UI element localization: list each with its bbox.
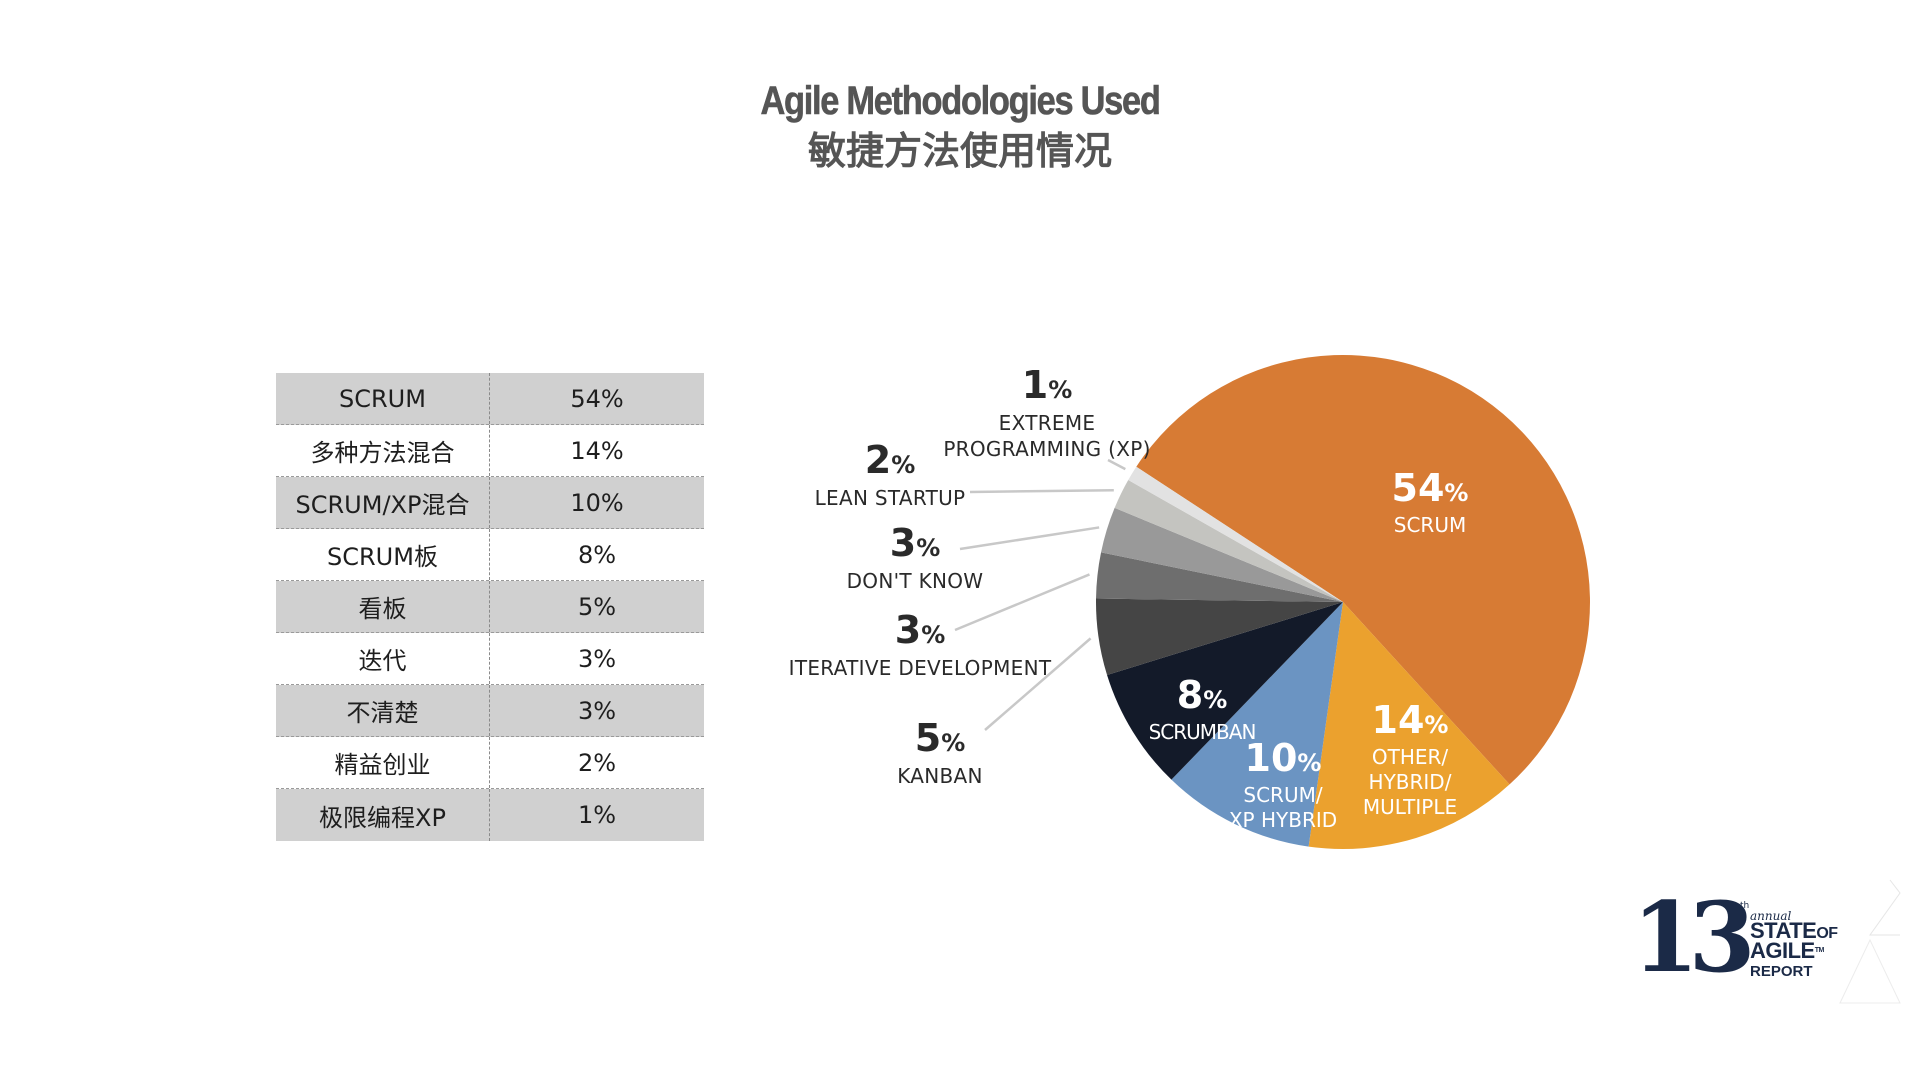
- leader-line: [984, 637, 1092, 731]
- xp-pct: 1: [1021, 363, 1049, 407]
- scrum-pct: 54: [1391, 466, 1445, 510]
- table-row: 多种方法混合 14%: [276, 425, 704, 477]
- method-name-cell: 迭代: [276, 633, 490, 684]
- method-percent-cell: 1%: [577, 801, 617, 829]
- table-row: 不清楚 3%: [276, 685, 704, 737]
- callout-dont-know: 3% DON'T KNOW: [846, 521, 984, 593]
- chart-title-block: Agile Methodologies Used 敏捷方法使用情况: [0, 78, 1920, 176]
- method-percent-cell: 5%: [577, 592, 617, 621]
- method-name-cell: 看板: [276, 581, 490, 632]
- method-percent-cell: 54%: [570, 384, 624, 413]
- scrumban-label: SCRUMBAN: [1148, 720, 1257, 744]
- scrumxp-pct: 10: [1244, 736, 1298, 780]
- pie-slice: [1101, 507, 1343, 602]
- callout-xp: 1% EXTREME PROGRAMMING (XP): [943, 363, 1151, 461]
- other-label-2: HYBRID/: [1368, 770, 1452, 794]
- leader-line: [959, 526, 1100, 551]
- slice-label-scrum-xp: 10% SCRUM/ XP HYBRID: [1228, 736, 1338, 832]
- table-row: SCRUM板 8%: [276, 529, 704, 581]
- xp-label-1: EXTREME: [998, 411, 1096, 435]
- scrum-label: SCRUM: [1393, 513, 1467, 537]
- dontknow-pct: 3: [889, 521, 917, 565]
- xp-label-2: PROGRAMMING (XP): [943, 437, 1151, 461]
- pie-slice: [1096, 552, 1343, 602]
- scrumxp-label-1: SCRUM/: [1243, 783, 1323, 807]
- method-percent-cell: 3%: [577, 696, 617, 725]
- logo-suffix: th: [1740, 901, 1750, 911]
- dontknow-label: DON'T KNOW: [846, 569, 984, 593]
- pie-slice: [1171, 602, 1343, 847]
- iterative-label: ITERATIVE DEVELOPMENT: [788, 656, 1052, 680]
- iterative-pct: 3: [894, 608, 922, 652]
- slice-label-other: 14% OTHER/ HYBRID/ MULTIPLE: [1362, 698, 1458, 819]
- logo-agile: AGILETM: [1750, 938, 1824, 963]
- kanban-label: KANBAN: [897, 764, 983, 788]
- slice-label-scrumban: 8% SCRUMBAN: [1148, 673, 1257, 744]
- method-name-cell: SCRUM/XP混合: [276, 477, 490, 528]
- method-percent-cell: 3%: [577, 644, 617, 673]
- pie-slice: [1107, 602, 1343, 780]
- method-name-cell: 精益创业: [276, 737, 490, 788]
- logo-triangle-decoration: [1839, 879, 1901, 1004]
- chart-title-zh: 敏捷方法使用情况: [807, 129, 1112, 173]
- scrumxp-label-2: XP HYBRID: [1228, 808, 1338, 832]
- table-row: SCRUM/XP混合 10%: [276, 477, 704, 529]
- logo-number: 13: [1632, 881, 1756, 994]
- logo-annual: annual: [1750, 909, 1792, 923]
- pie-slice: [1096, 598, 1343, 676]
- method-percent-cell: 2%: [577, 748, 617, 777]
- method-name-cell: 不清楚: [276, 685, 490, 736]
- table-row: 极限编程XP 1%: [276, 789, 704, 841]
- pie-slice: [1114, 479, 1343, 602]
- method-percent-cell: 10%: [570, 488, 624, 517]
- pie-slice: [1128, 466, 1343, 602]
- methodology-table: SCRUM 54% 多种方法混合 14% SCRUM/XP混合 10% SCRUM板 8% 看板…: [276, 373, 704, 841]
- scrumban-pct: 8: [1176, 673, 1204, 717]
- other-pct: 14: [1371, 698, 1425, 742]
- method-percent-cell: 8%: [577, 540, 617, 569]
- lean-pct: 2: [864, 438, 892, 482]
- other-label-3: MULTIPLE: [1362, 795, 1458, 819]
- method-name-cell: SCRUM: [276, 373, 490, 424]
- callout-iterative: 3% ITERATIVE DEVELOPMENT: [788, 608, 1052, 680]
- method-percent-cell: 14%: [570, 436, 624, 465]
- callout-lean-startup: 2% LEAN STARTUP: [814, 438, 966, 510]
- method-name-cell: 极限编程XP: [276, 789, 490, 841]
- pie-slice: [1136, 355, 1590, 785]
- table-row: SCRUM 54%: [276, 373, 704, 425]
- logo-state-of: STATEOF: [1750, 918, 1838, 943]
- table-row: 精益创业 2%: [276, 737, 704, 789]
- table-row: 看板 5%: [276, 581, 704, 633]
- leader-line: [1107, 458, 1126, 471]
- other-label-1: OTHER/: [1371, 745, 1449, 769]
- method-name-cell: 多种方法混合: [276, 425, 490, 476]
- slice-label-scrum: 54% SCRUM: [1391, 466, 1469, 537]
- lean-label: LEAN STARTUP: [814, 486, 966, 510]
- leader-line: [969, 488, 1114, 494]
- chart-title-en: Agile Methodologies Used: [760, 79, 1161, 124]
- logo-report: REPORT: [1750, 963, 1813, 980]
- table-row: 迭代 3%: [276, 633, 704, 685]
- method-name-cell: SCRUM板: [276, 529, 490, 580]
- leader-line: [954, 573, 1090, 632]
- state-of-agile-logo: 13 th annual STATEOF AGILETM REPORT: [1632, 879, 1902, 1005]
- callout-kanban: 5% KANBAN: [897, 716, 983, 788]
- kanban-pct: 5: [914, 716, 942, 760]
- pie-slice: [1308, 602, 1510, 849]
